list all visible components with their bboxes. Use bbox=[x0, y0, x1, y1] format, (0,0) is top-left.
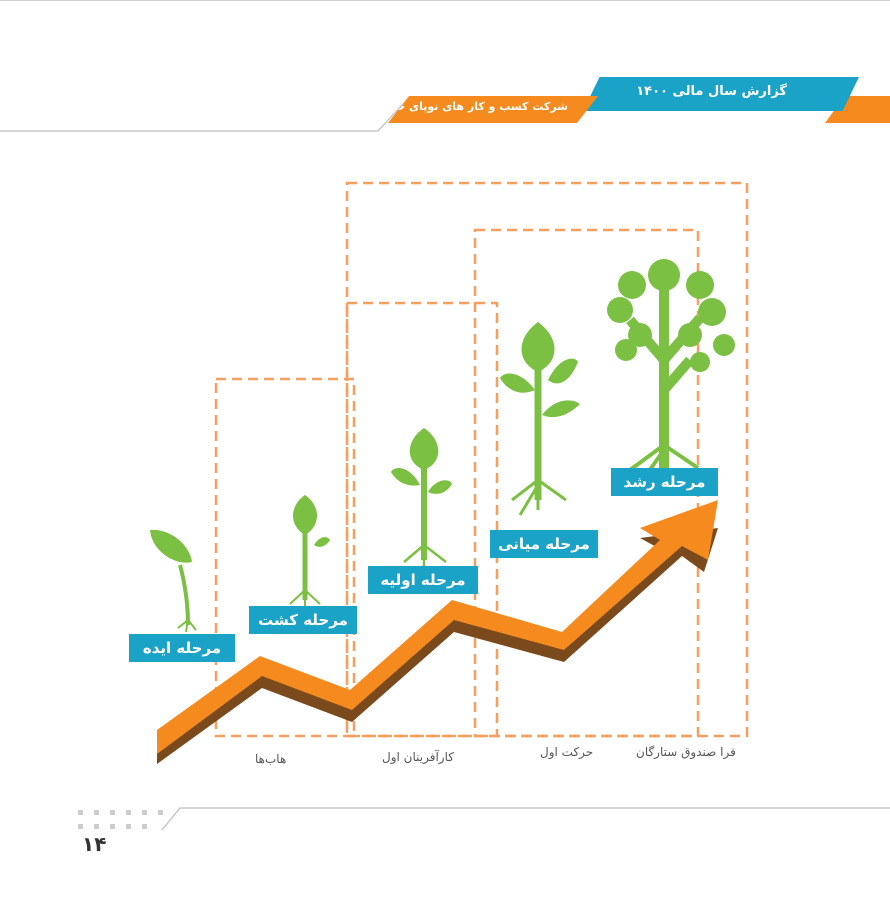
program-label-first-move: حرکت اول bbox=[540, 745, 594, 759]
young-plant-icon bbox=[391, 428, 452, 566]
header-underline bbox=[0, 103, 404, 132]
stage-label-idea: مرحله ایده bbox=[129, 634, 235, 662]
stage-label-early: مرحله اولیه bbox=[368, 566, 478, 594]
sprout-icon bbox=[150, 529, 197, 633]
sapling-icon bbox=[500, 322, 580, 516]
seedling-icon bbox=[289, 495, 330, 606]
program-box-hubs bbox=[214, 377, 356, 738]
stage-label-growth: مرحله رشد bbox=[611, 468, 718, 496]
program-box-stars-fund bbox=[345, 181, 749, 738]
stage-label-cultivation: مرحله کشت bbox=[249, 606, 357, 634]
company-name-banner: شرکت کسب و کار های نوپای حرکت اول bbox=[388, 96, 598, 123]
program-label-stars-fund: فرا صندوق ستارگان bbox=[636, 745, 736, 759]
top-divider bbox=[0, 0, 890, 1]
report-title: گزارش سال مالی ۱۴۰۰ bbox=[636, 84, 787, 99]
page-number: ۱۴ bbox=[82, 832, 107, 856]
footer-divider bbox=[161, 807, 890, 831]
program-label-first-entrepreneurs: کارآفرینان اول bbox=[382, 750, 454, 764]
footer-dots bbox=[78, 810, 163, 829]
report-title-banner: گزارش سال مالی ۱۴۰۰ bbox=[583, 77, 859, 111]
stage-label-middle: مرحله میانی bbox=[490, 530, 598, 558]
tree-icon bbox=[607, 259, 735, 480]
growth-arrow bbox=[157, 500, 718, 764]
program-label-hubs: هاب‌ها bbox=[255, 752, 287, 766]
company-name: شرکت کسب و کار های نوپای حرکت اول bbox=[348, 100, 568, 113]
